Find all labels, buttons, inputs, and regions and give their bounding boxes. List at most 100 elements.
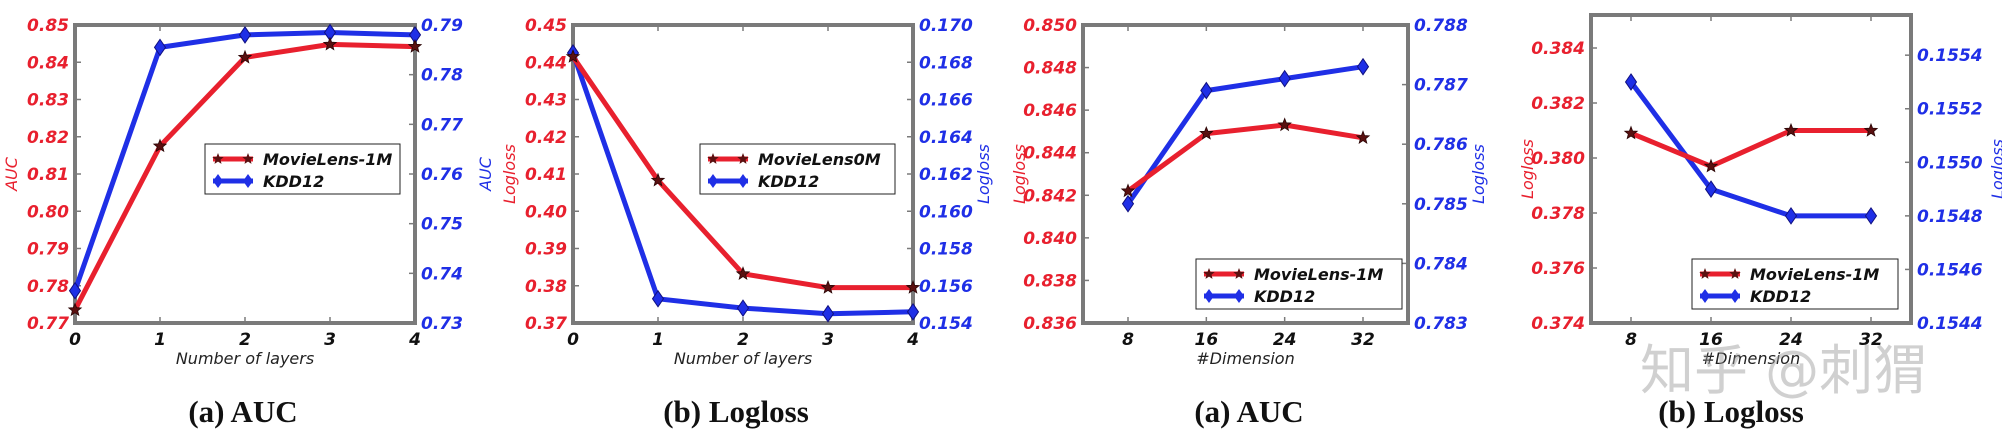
- legend-label: MovieLens-1M: [263, 150, 392, 169]
- y-right-tick-label: 0.166: [919, 91, 973, 111]
- data-point-diamond: [68, 281, 82, 300]
- legend-marker-diamond: [1204, 289, 1214, 303]
- x-tick-label: 32: [1859, 330, 1883, 350]
- y-right-tick-label: 0.73: [421, 314, 463, 334]
- y-right-tick-label: 0.1544: [1917, 314, 1983, 334]
- x-axis-label: #Dimension: [1196, 349, 1294, 368]
- data-point-star: [565, 49, 581, 63]
- data-point-star: [237, 49, 253, 64]
- data-point-star: [1277, 117, 1292, 132]
- data-point-star: [67, 302, 83, 317]
- y-right-tick-label: 0.1546: [1917, 260, 1983, 280]
- y-right-tick-label: 0.160: [919, 202, 973, 222]
- watermark-text: 知乎 @刺猬: [1640, 339, 1928, 402]
- y-right-tick-label: 0.785: [1414, 195, 1468, 215]
- data-point-diamond: [238, 26, 252, 44]
- y-right-tick-label: 0.76: [421, 165, 463, 185]
- legend-label: MovieLens-1M: [1254, 265, 1383, 284]
- y-left-tick-label: 0.45: [525, 16, 567, 36]
- y-left-tick-label: 0.77: [27, 314, 69, 334]
- data-point-diamond: [1278, 69, 1291, 88]
- data-point-star: [152, 138, 168, 153]
- data-point-diamond: [821, 304, 835, 323]
- y-left-tick-label: 0.378: [1531, 204, 1585, 224]
- x-tick-label: 1: [154, 330, 166, 350]
- legend-marker-diamond: [738, 174, 748, 188]
- x-tick-label: 24: [1273, 330, 1297, 350]
- chart-2: 0.37 0.38 0.39 0.40 0.41 0.42 0.43 0.44 0.45 0.15…: [500, 16, 993, 368]
- y-left-tick-label: 0.384: [1531, 39, 1585, 59]
- x-tick-label: 4: [408, 330, 421, 350]
- x-tick-label: 0: [567, 330, 579, 350]
- y-right-tick-label: 0.164: [919, 128, 973, 148]
- y-right-tick-label: 0.162: [919, 165, 973, 185]
- y-left-axis-label: Logloss: [1518, 139, 1537, 199]
- x-tick-label: 3: [822, 330, 834, 350]
- y-left-tick-label: 0.846: [1023, 101, 1077, 121]
- y-left-tick-label: 0.844: [1023, 144, 1077, 164]
- x-tick-label: 1: [652, 330, 664, 350]
- data-point-star: [1863, 122, 1879, 137]
- y-left-tick-label: 0.37: [525, 314, 567, 334]
- y-left-tick-label: 0.850: [1023, 16, 1077, 36]
- legend-marker-diamond: [708, 174, 718, 188]
- y-right-tick-label: 0.170: [919, 16, 973, 36]
- y-left-axis-label: AUC: [2, 156, 21, 192]
- data-point-diamond: [1200, 81, 1213, 100]
- y-right-tick-label: 0.156: [919, 277, 973, 297]
- y-left-tick-label: 0.838: [1023, 271, 1077, 291]
- legend-marker-star: [212, 153, 224, 164]
- y-right-tick-label: 0.168: [919, 53, 973, 73]
- y-right-axis-label: Logloss: [1469, 144, 1488, 204]
- legend-box: [204, 143, 401, 195]
- x-axis-label: #Dimension: [1702, 349, 1800, 368]
- y-left-tick-label: 0.83: [27, 91, 69, 111]
- legend-box: [1691, 258, 1899, 310]
- legend-label: KDD12: [758, 172, 819, 191]
- legend-marker-star: [1729, 268, 1741, 279]
- data-point-diamond: [1784, 206, 1798, 225]
- series-line-right: [1125, 64, 1364, 206]
- y-right-tick-label: 0.74: [421, 264, 463, 284]
- data-point-diamond: [651, 289, 665, 308]
- legend-label: KDD12: [1750, 287, 1811, 306]
- y-right-tick-label: 0.784: [1414, 254, 1468, 274]
- y-left-tick-label: 0.81: [27, 165, 69, 185]
- data-point-star: [1355, 130, 1371, 144]
- legend-box: [1195, 258, 1403, 310]
- y-left-tick-label: 0.380: [1531, 149, 1585, 169]
- y-right-tick-label: 0.783: [1414, 314, 1468, 334]
- x-tick-label: 8: [1122, 330, 1134, 350]
- y-right-tick-label: 0.788: [1414, 16, 1468, 36]
- x-tick-label: 32: [1351, 330, 1375, 350]
- legend-box: [699, 143, 896, 195]
- y-right-axis-label: AUC: [476, 156, 495, 192]
- series-line-left: [1126, 122, 1364, 194]
- x-tick-label: 16: [1194, 330, 1218, 350]
- legend-marker-star: [1233, 268, 1245, 279]
- y-right-axis-label: Logloss: [974, 144, 993, 204]
- data-point-diamond: [1864, 206, 1878, 225]
- data-point-star: [1703, 158, 1719, 173]
- data-point-star: [407, 38, 423, 53]
- y-left-axis-label: Logloss: [500, 144, 519, 204]
- x-tick-label: 3: [324, 330, 336, 350]
- legend-marker-star: [242, 153, 254, 164]
- y-left-tick-label: 0.42: [525, 128, 567, 148]
- legend-label: MovieLens-1M: [1750, 265, 1879, 284]
- y-left-tick-label: 0.840: [1023, 229, 1077, 249]
- legend-marker-diamond: [243, 174, 253, 188]
- y-right-tick-label: 0.787: [1414, 76, 1468, 96]
- y-right-tick-label: 0.1550: [1917, 153, 1983, 173]
- data-point-diamond: [153, 38, 167, 57]
- data-point-diamond: [736, 299, 750, 317]
- legend-label: MovieLens0M: [758, 150, 881, 169]
- legend-marker-diamond: [213, 174, 223, 188]
- y-right-tick-label: 0.79: [421, 16, 463, 36]
- y-left-tick-label: 0.85: [27, 16, 69, 36]
- caption-chart-1: (a) AUC: [188, 394, 298, 429]
- y-left-tick-label: 0.80: [27, 202, 69, 222]
- y-left-tick-label: 0.82: [27, 128, 69, 148]
- y-right-tick-label: 0.786: [1414, 135, 1468, 155]
- x-axis-label: Number of layers: [176, 349, 314, 368]
